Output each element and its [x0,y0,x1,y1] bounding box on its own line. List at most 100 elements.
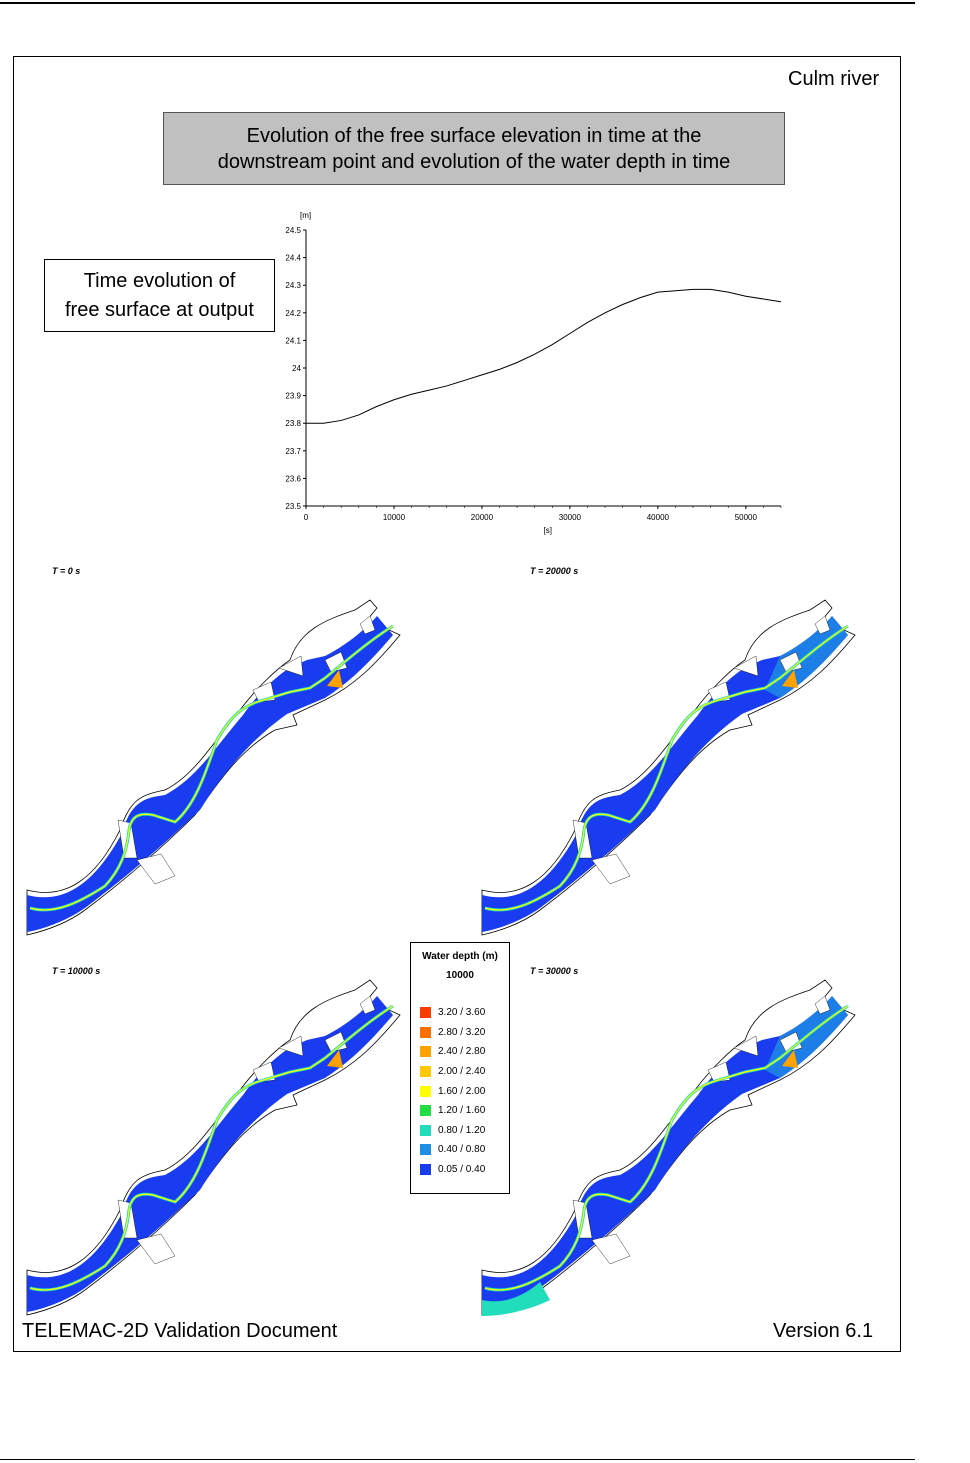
y-tick-label: 23.7 [285,447,301,456]
dry-island [324,651,348,673]
shallow-water-area [482,616,848,932]
y-tick-label: 24.3 [285,281,301,290]
footer-rule [0,1459,915,1460]
legend-range-label: 2.80 / 3.20 [438,1026,486,1038]
x-tick-label: 0 [304,513,309,522]
legend-swatch [420,1046,431,1058]
legend-range-label: 0.80 / 1.20 [438,1124,486,1136]
shallow-water-area [482,996,848,1312]
dry-island [136,853,176,885]
legend-entry: 1.60 / 2.00 [420,1081,509,1101]
legend-entry: 2.80 / 3.20 [420,1023,509,1043]
deep-pool [327,670,343,688]
legend-entry: 0.40 / 0.80 [420,1140,509,1160]
figure-title-line2: downstream point and evolution of the wa… [217,150,731,173]
legend-entries: 3.20 / 3.60 2.80 / 3.20 2.40 / 2.80 2.00 / … [420,1003,509,1179]
legend-swatch [420,1164,431,1176]
legend-swatch [420,1085,431,1097]
y-axis-label: [m] [300,211,311,220]
figure-title-box: Evolution of the free surface elevation … [163,112,785,185]
figure-frame [13,56,901,1352]
figure-title-line1: Evolution of the free surface elevation … [246,124,702,147]
footer-document-title: TELEMAC-2D Validation Document [22,1320,338,1342]
case-title: Culm river [788,68,880,90]
legend-entry: 0.05 / 0.40 [420,1160,509,1180]
dry-island [814,995,831,1015]
y-tick-label: 23.9 [285,392,301,401]
dry-island [136,1233,176,1265]
legend-swatch [420,1124,431,1136]
footer-version: Version 6.1 [773,1320,874,1342]
x-tick-label: 40000 [647,513,670,522]
dry-island [814,615,831,635]
y-tick-label: 24.2 [285,309,301,318]
depth-map-t20000 [481,599,856,936]
legend-entry: 1.20 / 1.60 [420,1101,509,1121]
map-label-t20000: T = 20000 s [530,566,579,576]
map-label-t30000: T = 30000 s [530,966,579,976]
depth-map-t0 [26,599,401,936]
shallow-water-area [27,616,393,932]
chart-svg: 23.5 23.6 23.7 23.8 23.9 24 24.1 24.2 24.3 24.4 24… [285,211,782,535]
chart-caption-box: Time evolution of free surface at output [44,259,275,332]
dry-island [591,853,631,885]
deep-pool [782,670,798,688]
x-tick-label: 30000 [559,513,582,522]
water-depth-legend: Water depth (m) 10000 3.20 / 3.60 2.80 / … [410,942,510,1194]
legend-range-label: 1.20 / 1.60 [438,1105,486,1117]
legend-range-label: 2.00 / 2.40 [438,1066,486,1078]
depth-map-t10000 [26,979,401,1316]
dry-island [779,651,803,673]
x-tick-label: 20000 [471,513,494,522]
dry-island [359,995,376,1015]
dry-island [278,1035,304,1057]
channel-centerline [484,1005,849,1291]
chart-caption-line1: Time evolution of [83,269,236,292]
legend-entry: 0.80 / 1.20 [420,1121,509,1141]
depth-map-t30000 [481,979,856,1316]
dry-island [733,655,759,677]
legend-time: 10000 [446,970,474,981]
legend-range-label: 0.40 / 0.80 [438,1144,486,1156]
channel-centerline [484,625,849,911]
free-surface-chart: 23.5 23.6 23.7 23.8 23.9 24 24.1 24.2 24.3 24.4 24… [270,205,790,540]
dry-island [324,1031,348,1053]
deep-pool [782,1050,798,1068]
y-tick-label: 23.5 [285,502,301,511]
legend-entry: 2.00 / 2.40 [420,1062,509,1082]
map-label-t0: T = 0 s [52,566,81,576]
dry-island [591,1233,631,1265]
legend-range-label: 2.40 / 2.80 [438,1046,486,1058]
dry-island [278,655,304,677]
legend-swatch [420,1007,431,1019]
x-tick-label: 50000 [735,513,758,522]
map-label-t10000: T = 10000 s [52,966,101,976]
chart-caption-line2: free surface at output [64,298,254,321]
header-rule [0,2,915,4]
legend-range-label: 0.05 / 0.40 [438,1164,486,1176]
legend-range-label: 1.60 / 2.00 [438,1085,486,1097]
dry-island [733,1035,759,1057]
legend-entry: 2.40 / 2.80 [420,1042,509,1062]
y-tick-label: 23.6 [285,474,301,483]
channel-centerline [29,625,394,911]
legend-swatch [420,1105,431,1117]
y-tick-label: 24 [292,364,301,373]
legend-swatch [420,1066,431,1078]
x-axis-label: [s] [544,526,552,535]
legend-entry: 3.20 / 3.60 [420,1003,509,1023]
y-tick-label: 23.8 [285,419,301,428]
legend-swatch [420,1144,431,1156]
channel-centerline [29,1005,394,1291]
dry-island [779,1031,803,1053]
free-surface-series-line [306,288,782,424]
dry-island [359,615,376,635]
shallow-water-area [27,996,393,1312]
y-tick-label: 24.4 [285,254,301,263]
x-tick-label: 10000 [383,513,406,522]
legend-range-label: 3.20 / 3.60 [438,1007,486,1019]
legend-title: Water depth (m) [422,951,498,962]
y-tick-label: 24.5 [285,226,301,235]
deep-water-area [482,1282,550,1316]
y-tick-label: 24.1 [285,336,301,345]
